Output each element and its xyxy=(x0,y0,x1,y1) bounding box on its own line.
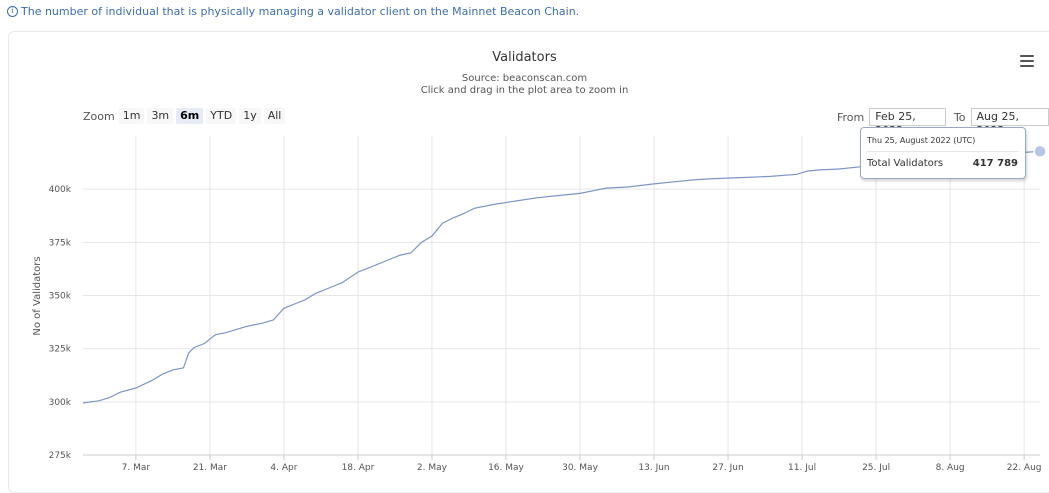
tooltip-label: Total Validators xyxy=(867,158,944,169)
zoom-1y-button[interactable]: 1y xyxy=(239,108,261,124)
zoom-3m-button[interactable]: 3m xyxy=(147,108,174,124)
hover-point-marker[interactable] xyxy=(1033,144,1047,159)
chart-subtitle: Source: beaconscan.com Click and drag in… xyxy=(0,73,1049,97)
x-tick-label: 7. Mar xyxy=(122,463,151,473)
chart-description-text: The number of individual that is physica… xyxy=(21,5,580,18)
tooltip-date: Thu 25, August 2022 (UTC) xyxy=(867,136,976,145)
x-tick-label: 16. May xyxy=(488,463,524,473)
x-axis-ticks: 7. Mar 21. Mar 4. Apr 18. Apr 2. May 16. May 3… xyxy=(122,455,1042,473)
y-tick-label: 350k xyxy=(49,292,72,302)
y-axis-ticks: 275k 300k 325k 350k 375k 400k xyxy=(49,185,72,461)
y-tick-label: 275k xyxy=(49,451,72,461)
x-tick-label: 22. Aug xyxy=(1007,463,1042,473)
to-label: To xyxy=(953,110,966,124)
x-tick-label: 25. Jul xyxy=(862,463,890,473)
x-tick-label: 4. Apr xyxy=(270,463,297,473)
tooltip-value: 417 789 xyxy=(972,158,1018,169)
series-line-total-validators[interactable] xyxy=(82,150,1041,404)
x-tick-label: 18. Apr xyxy=(342,463,375,473)
x-tick-label: 30. May xyxy=(562,463,598,473)
info-icon: i xyxy=(7,6,18,17)
chart-hint: Click and drag in the plot area to zoom … xyxy=(420,85,629,96)
x-tick-label: 8. Aug xyxy=(936,463,965,473)
zoom-ytd-button[interactable]: YTD xyxy=(206,108,237,124)
zoom-6m-button[interactable]: 6m xyxy=(176,108,204,124)
zoom-1m-button[interactable]: 1m xyxy=(118,108,145,124)
tooltip-divider xyxy=(867,151,1019,152)
y-tick-label: 325k xyxy=(49,345,72,355)
x-tick-label: 2. May xyxy=(417,463,448,473)
zoom-selector: Zoom 1m 3m 6m YTD 1y All xyxy=(83,108,288,124)
grid-lines xyxy=(83,136,1040,456)
tooltip: Thu 25, August 2022 (UTC) Total Validato… xyxy=(860,127,1026,179)
x-tick-label: 27. Jun xyxy=(712,463,743,473)
validators-chart[interactable]: 275k 300k 325k 350k 375k 400k 7. Mar 21. Mar 4.… xyxy=(0,0,1049,479)
from-label: From xyxy=(837,110,865,124)
y-tick-label: 300k xyxy=(49,398,72,408)
x-tick-label: 11. Jul xyxy=(788,463,816,473)
zoom-all-button[interactable]: All xyxy=(263,108,286,124)
zoom-label: Zoom xyxy=(83,109,115,123)
x-tick-label: 13. Jun xyxy=(638,463,669,473)
y-axis-label: No of Validators xyxy=(32,256,43,335)
hamburger-menu-icon[interactable] xyxy=(1020,55,1034,67)
y-tick-label: 375k xyxy=(49,238,72,248)
x-tick-label: 21. Mar xyxy=(193,463,227,473)
y-tick-label: 400k xyxy=(49,185,72,195)
chart-source: Source: beaconscan.com xyxy=(461,73,588,84)
chart-title: Validators xyxy=(492,50,557,65)
chart-description: i The number of individual that is physi… xyxy=(7,5,579,18)
